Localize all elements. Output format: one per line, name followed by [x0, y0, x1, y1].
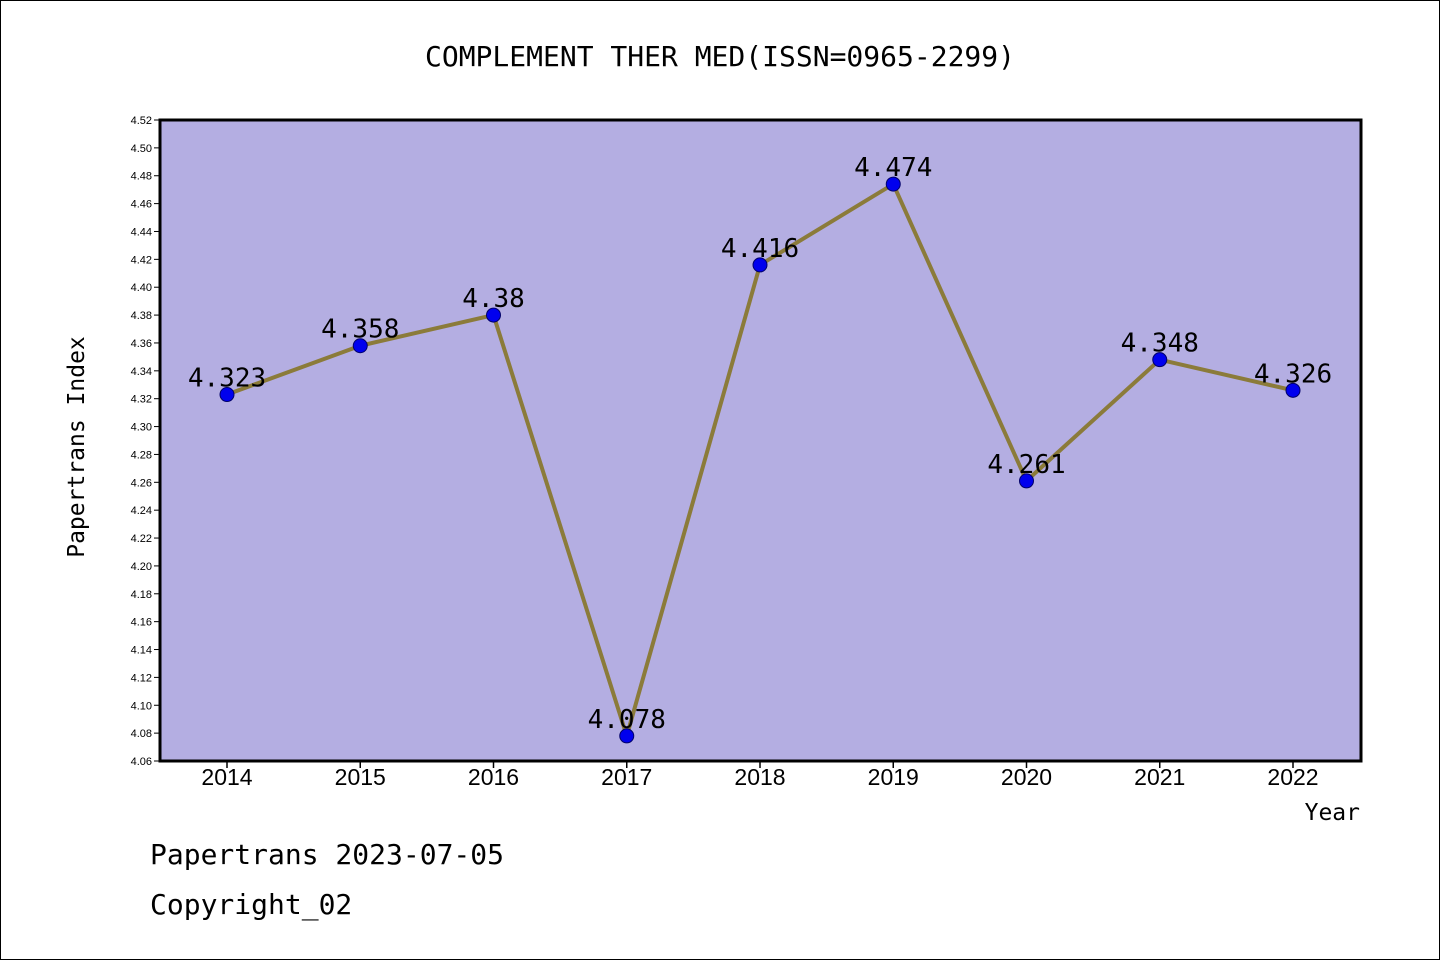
x-tick-label: 2017: [601, 764, 652, 790]
y-tick-label: 4.46: [131, 199, 152, 211]
x-tick-label: 2016: [468, 764, 519, 790]
y-tick-label: 4.28: [131, 449, 152, 461]
data-point-marker: [1019, 473, 1034, 489]
x-axis: 2014 2015 2016 2017 2018 2019 2020 2021 2022: [201, 761, 1319, 790]
y-tick-label: 4.14: [131, 645, 152, 657]
y-tick-label: 4.16: [131, 617, 152, 629]
y-tick-label: 4.48: [131, 171, 152, 183]
y-tick-label: 4.36: [131, 338, 152, 350]
y-axis-label: Papertrans Index: [64, 336, 90, 558]
data-point-marker: [219, 387, 235, 403]
y-tick-label: 4.22: [131, 533, 152, 545]
data-label: 4.323: [188, 364, 266, 394]
data-point-marker: [619, 728, 635, 744]
y-tick-label: 4.42: [131, 254, 152, 266]
y-tick-label: 4.26: [131, 477, 152, 489]
y-tick-label: 4.50: [131, 143, 152, 155]
data-label: 4.38: [462, 284, 525, 314]
footer-copyright: Copyright_02: [150, 888, 352, 922]
data-labels: 4.323 4.358 4.38 4.078 4.416 4.474 4.261 4.348 4…: [188, 153, 1332, 735]
x-tick-label: 2021: [1134, 764, 1185, 790]
chart-title: COMPLEMENT THER MED(ISSN=0965-2299): [425, 40, 1015, 73]
y-tick-label: 4.52: [131, 115, 152, 127]
data-label: 4.326: [1254, 359, 1332, 389]
data-label: 4.078: [588, 705, 666, 735]
plot-area: [158, 118, 1363, 763]
y-tick-label: 4.32: [131, 394, 152, 406]
data-label: 4.261: [987, 450, 1065, 480]
data-point-marker: [1285, 382, 1301, 398]
data-label: 4.416: [721, 234, 799, 264]
y-tick-label: 4.40: [131, 282, 152, 294]
y-tick-label: 4.12: [131, 672, 152, 684]
data-label: 4.358: [321, 315, 399, 345]
y-tick-label: 4.08: [131, 728, 152, 740]
data-point-marker: [885, 176, 901, 192]
y-tick-label: 4.30: [131, 422, 152, 434]
series-group: [219, 176, 1301, 744]
data-point-marker: [1152, 352, 1168, 368]
y-tick-label: 4.06: [131, 756, 152, 768]
data-point-marker: [752, 257, 768, 273]
x-axis-label: Year: [1305, 800, 1360, 826]
data-label: 4.474: [854, 153, 932, 183]
data-point-marker: [352, 338, 368, 354]
data-label: 4.348: [1121, 329, 1199, 359]
x-tick-label: 2014: [201, 764, 252, 790]
y-tick-label: 4.18: [131, 589, 152, 601]
y-tick-label: 4.20: [131, 561, 152, 573]
x-tick-label: 2020: [1001, 764, 1052, 790]
y-axis: 4.06 4.08 4.10 4.12 4.14 4.16 4.18 4.20 4.22 4.24…: [131, 115, 160, 768]
x-tick-label: 2015: [335, 764, 386, 790]
x-tick-label: 2022: [1267, 764, 1318, 790]
y-tick-label: 4.10: [131, 700, 152, 712]
y-tick-label: 4.24: [131, 505, 152, 517]
x-tick-label: 2018: [734, 764, 785, 790]
data-point-marker: [486, 307, 501, 323]
footer-date: Papertrans 2023-07-05: [150, 838, 504, 871]
y-tick-label: 4.38: [131, 310, 152, 322]
x-tick-label: 2019: [868, 764, 919, 790]
y-tick-label: 4.44: [131, 226, 152, 238]
y-tick-label: 4.34: [131, 366, 152, 378]
